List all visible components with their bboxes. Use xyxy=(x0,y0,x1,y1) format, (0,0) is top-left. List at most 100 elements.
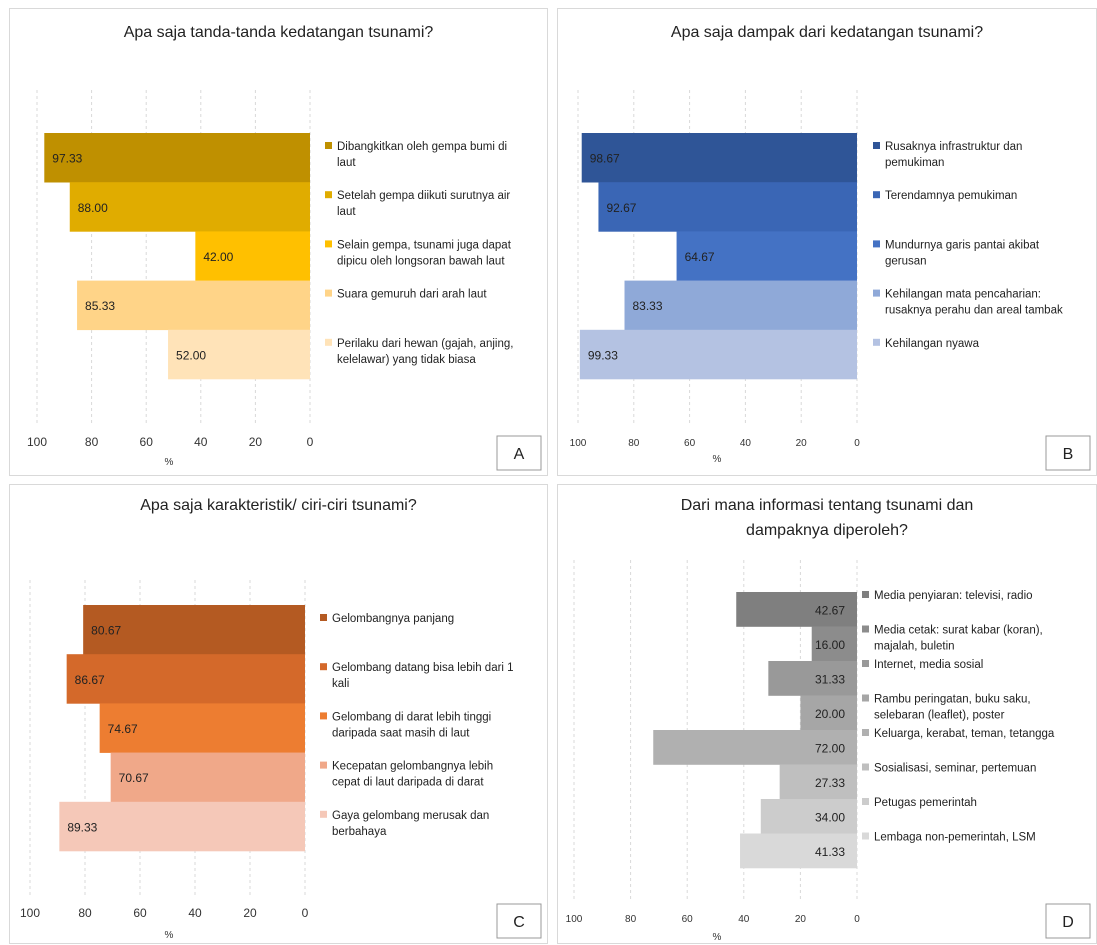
x-tick-label: 60 xyxy=(684,438,696,449)
data-label: 80.67 xyxy=(91,624,121,638)
data-label: 27.33 xyxy=(815,776,845,790)
x-tick-label: 100 xyxy=(566,914,583,925)
data-label: 31.33 xyxy=(815,672,845,686)
legend-label: Media penyiaran: televisi, radio xyxy=(874,590,1033,602)
legend-swatch xyxy=(873,191,880,199)
legend-label: Sosialisasi, seminar, pertemuan xyxy=(874,763,1036,775)
legend-label: kelelawar) yang tidak biasa xyxy=(337,354,476,366)
legend-swatch xyxy=(873,338,880,346)
legend-label: Internet, media sosial xyxy=(874,659,983,671)
legend-label: selebaran (leaflet), poster xyxy=(874,710,1005,722)
data-label: 42.00 xyxy=(203,250,233,264)
legend-label: Petugas pemerintah xyxy=(874,797,977,809)
panel-letter-box xyxy=(496,435,542,471)
legend-swatch xyxy=(325,191,332,199)
data-label: 41.33 xyxy=(815,845,845,859)
chart-title: Dari mana informasi tentang tsunami dan xyxy=(681,497,974,514)
legend-label: Gelombang datang bisa lebih dari 1 xyxy=(332,662,514,674)
legend-label: Kehilangan mata pencaharian: xyxy=(885,289,1041,301)
chart-title: dampaknya diperoleh? xyxy=(746,522,908,539)
x-tick-label: 60 xyxy=(682,914,694,925)
legend-swatch xyxy=(862,763,869,771)
chart-panel-c: Apa saja karakteristik/ ciri-ciri tsunam… xyxy=(9,484,548,944)
bar xyxy=(768,661,857,696)
x-tick-label: 20 xyxy=(243,906,257,920)
panel-letter-box xyxy=(496,903,542,939)
legend-label: laut xyxy=(337,157,356,169)
legend-swatch xyxy=(325,142,332,149)
panel-letter: A xyxy=(514,446,525,463)
bar xyxy=(624,280,857,331)
bar xyxy=(99,703,305,753)
legend-swatch xyxy=(862,798,869,805)
x-tick-label: 100 xyxy=(27,435,47,449)
legend-swatch xyxy=(320,663,327,671)
panel-letter: B xyxy=(1063,446,1074,463)
data-label: 16.00 xyxy=(815,638,845,652)
legend-label: cepat di laut daripada di darat xyxy=(332,777,484,789)
legend-swatch xyxy=(862,729,869,736)
legend-swatch xyxy=(325,338,332,346)
bar xyxy=(760,799,857,834)
legend-swatch xyxy=(862,591,869,598)
x-tick-label: 100 xyxy=(570,438,587,449)
data-label: 97.33 xyxy=(52,152,82,166)
chart-panel-a: Apa saja tanda-tanda kedatangan tsunami?… xyxy=(9,8,548,476)
legend-swatch xyxy=(325,289,332,297)
legend-swatch xyxy=(320,614,327,621)
bar xyxy=(195,231,310,281)
x-tick-label: 20 xyxy=(249,435,263,449)
legend-label: Rambu peringatan, buku saku, xyxy=(874,694,1031,706)
x-axis-label: % xyxy=(165,930,174,941)
legend-label: Setelah gempa diikuti surutnya air xyxy=(337,190,510,202)
legend-swatch xyxy=(320,712,327,720)
bar xyxy=(59,801,305,852)
data-label: 42.67 xyxy=(815,603,845,617)
x-tick-label: 60 xyxy=(133,906,147,920)
panel-letter: D xyxy=(1062,914,1074,931)
chart-title: Apa saja dampak dari kedatangan tsunami? xyxy=(671,24,983,41)
x-tick-label: 0 xyxy=(302,906,309,920)
bar xyxy=(579,329,857,380)
data-label: 99.33 xyxy=(588,348,618,362)
legend-swatch xyxy=(873,289,880,297)
legend-label: Lembaga non-pemerintah, LSM xyxy=(874,832,1036,844)
legend-label: Selain gempa, tsunami juga dapat xyxy=(337,239,512,251)
x-tick-label: 40 xyxy=(740,438,752,449)
bar xyxy=(110,752,305,803)
data-label: 85.33 xyxy=(85,299,115,313)
legend-label: Perilaku dari hewan (gajah, anjing, xyxy=(337,338,513,350)
bar xyxy=(83,605,305,655)
legend-swatch xyxy=(862,660,869,667)
legend-label: Gaya gelombang merusak dan xyxy=(332,810,489,822)
legend-swatch xyxy=(320,761,327,769)
data-label: 86.67 xyxy=(75,673,105,687)
legend-label: Rusaknya infrastruktur dan xyxy=(885,141,1022,153)
x-tick-label: 0 xyxy=(307,435,314,449)
x-tick-label: 40 xyxy=(194,435,208,449)
legend-label: pemukiman xyxy=(885,157,944,169)
legend-label: Dibangkitkan oleh gempa bumi di xyxy=(337,141,507,153)
data-label: 88.00 xyxy=(78,201,108,215)
legend-label: kali xyxy=(332,678,349,690)
legend-label: Suara gemuruh dari arah laut xyxy=(337,289,487,301)
legend-label: Gelombang di darat lebih tinggi xyxy=(332,711,491,723)
bar xyxy=(740,833,857,869)
legend-label: gerusan xyxy=(885,255,927,267)
data-label: 83.33 xyxy=(633,299,663,313)
x-tick-label: 60 xyxy=(140,435,154,449)
data-label: 98.67 xyxy=(590,152,620,166)
legend-label: berbahaya xyxy=(332,826,387,838)
legend-label: laut xyxy=(337,206,356,218)
data-label: 74.67 xyxy=(108,722,138,736)
legend-label: Mundurnya garis pantai akibat xyxy=(885,239,1040,251)
bar xyxy=(77,280,310,331)
chart-panel-d: Dari mana informasi tentang tsunami dan d… xyxy=(557,484,1097,944)
legend-label: Media cetak: surat kabar (koran), xyxy=(874,625,1043,637)
x-tick-label: 0 xyxy=(854,438,860,449)
x-tick-label: 100 xyxy=(20,906,40,920)
legend-label: daripada saat masih di laut xyxy=(332,727,470,739)
data-label: 34.00 xyxy=(815,810,845,824)
legend-swatch xyxy=(320,810,327,818)
